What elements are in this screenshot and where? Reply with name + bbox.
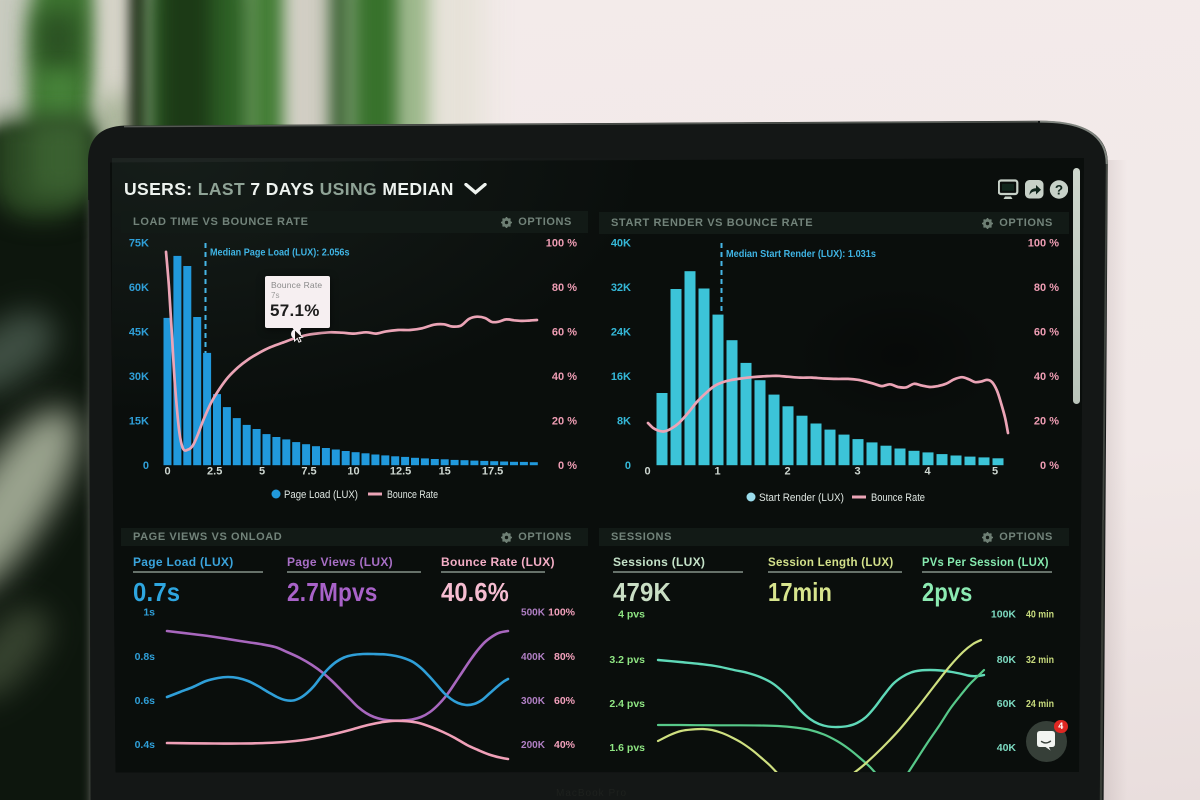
svg-text:3: 3 [854, 466, 860, 478]
svg-text:2.4 pvs: 2.4 pvs [609, 698, 645, 710]
svg-text:32 min: 32 min [1026, 654, 1054, 666]
svg-text:Median Start Render (LUX): 1.0: Median Start Render (LUX): 1.031s [726, 248, 876, 260]
svg-text:400K: 400K [521, 651, 545, 663]
svg-text:200K: 200K [521, 739, 545, 751]
svg-text:20 %: 20 % [1034, 416, 1059, 428]
svg-text:Page Load (LUX): Page Load (LUX) [284, 489, 358, 501]
svg-text:40%: 40% [554, 739, 576, 751]
svg-text:0: 0 [625, 460, 631, 472]
svg-text:0 %: 0 % [1040, 460, 1059, 472]
svg-text:100 %: 100 % [546, 238, 577, 250]
svg-text:100%: 100% [548, 607, 576, 619]
svg-text:60%: 60% [554, 695, 576, 707]
svg-text:16K: 16K [611, 371, 631, 383]
svg-text:15K: 15K [129, 416, 149, 428]
svg-text:0.8s: 0.8s [135, 651, 156, 663]
svg-text:75K: 75K [129, 238, 149, 250]
svg-text:40 min: 40 min [1026, 609, 1054, 621]
svg-text:15: 15 [439, 466, 451, 478]
svg-text:60K: 60K [129, 282, 149, 294]
svg-text:60 %: 60 % [1034, 327, 1059, 339]
svg-text:2: 2 [784, 466, 790, 478]
svg-text:Median Page Load (LUX): 2.056s: Median Page Load (LUX): 2.056s [210, 247, 350, 259]
svg-text:60 %: 60 % [552, 327, 577, 339]
svg-text:80 %: 80 % [1034, 282, 1059, 294]
svg-text:0.6s: 0.6s [135, 695, 156, 707]
svg-text:100 %: 100 % [1028, 238, 1059, 250]
svg-text:5: 5 [992, 466, 998, 478]
svg-text:1: 1 [714, 466, 720, 478]
svg-text:40 %: 40 % [552, 371, 577, 383]
svg-text:?: ? [1055, 182, 1063, 197]
svg-text:24 min: 24 min [1026, 698, 1054, 710]
svg-text:10: 10 [347, 466, 359, 478]
svg-text:8K: 8K [617, 416, 631, 428]
svg-text:0: 0 [644, 466, 650, 478]
svg-text:20 %: 20 % [552, 416, 577, 428]
svg-text:5: 5 [259, 466, 265, 478]
svg-text:1.6 pvs: 1.6 pvs [609, 742, 645, 754]
svg-text:Start Render (LUX): Start Render (LUX) [759, 492, 844, 504]
svg-text:4: 4 [924, 466, 931, 478]
svg-text:Bounce Rate: Bounce Rate [387, 489, 438, 501]
svg-text:0 %: 0 % [558, 460, 577, 472]
svg-text:60K: 60K [997, 698, 1017, 710]
svg-text:32K: 32K [611, 282, 631, 294]
svg-text:80K: 80K [997, 654, 1017, 666]
svg-text:0: 0 [143, 460, 149, 472]
svg-text:80%: 80% [554, 651, 576, 663]
svg-text:1s: 1s [143, 607, 155, 619]
svg-text:0: 0 [165, 466, 171, 478]
svg-text:40K: 40K [997, 742, 1017, 754]
svg-text:24K: 24K [611, 327, 631, 339]
svg-text:12.5: 12.5 [390, 466, 411, 478]
svg-text:2.5: 2.5 [207, 466, 222, 478]
svg-text:0.4s: 0.4s [135, 739, 156, 751]
svg-text:17.5: 17.5 [482, 466, 503, 478]
svg-text:7.5: 7.5 [301, 466, 316, 478]
svg-text:Bounce Rate: Bounce Rate [871, 492, 925, 504]
svg-text:80 %: 80 % [552, 282, 577, 294]
svg-text:40 %: 40 % [1034, 371, 1059, 383]
svg-text:40K: 40K [611, 238, 631, 250]
svg-text:30K: 30K [129, 371, 149, 383]
svg-text:300K: 300K [521, 695, 545, 707]
svg-text:4 pvs: 4 pvs [618, 609, 645, 621]
svg-text:3.2 pvs: 3.2 pvs [609, 654, 645, 666]
svg-text:100K: 100K [991, 609, 1017, 621]
svg-text:500K: 500K [521, 607, 545, 619]
svg-text:45K: 45K [129, 327, 149, 339]
